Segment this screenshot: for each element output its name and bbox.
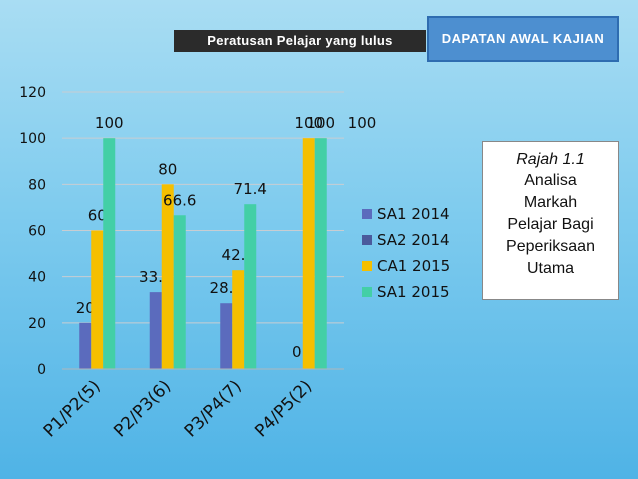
legend-label: CA1 2015 <box>377 257 450 275</box>
data-label: 0 <box>292 343 302 361</box>
bar <box>173 215 186 369</box>
bar <box>302 138 315 369</box>
x-category-label: P2/P3(6) <box>110 376 175 441</box>
data-label: 80 <box>158 160 177 178</box>
bar <box>103 138 116 369</box>
caption-title: Rajah 1.1 <box>516 151 585 168</box>
section-tag: DAPATAN AWAL KAJIAN <box>427 16 619 62</box>
data-label: 20 <box>76 299 95 317</box>
y-tick-label: 80 <box>28 177 46 193</box>
legend-swatch <box>362 287 372 297</box>
legend-swatch <box>362 235 372 245</box>
caption-line: Utama <box>526 260 575 277</box>
legend-swatch <box>362 261 372 271</box>
x-category-label: P1/P2(5) <box>40 376 105 441</box>
bar <box>314 138 327 369</box>
chart-title-banner: Peratusan Pelajar yang lulus <box>174 30 426 52</box>
x-category-label: P4/P5(2) <box>251 376 316 441</box>
data-label: 100 <box>348 114 377 132</box>
caption-line: Analisa <box>524 172 577 189</box>
bar <box>149 292 162 369</box>
caption-line: Markah <box>523 194 578 211</box>
bar <box>79 322 92 369</box>
y-tick-label: 40 <box>28 270 46 286</box>
y-tick-label: 100 <box>19 131 46 147</box>
data-label: 100 <box>95 114 124 132</box>
y-tick-label: 0 <box>37 362 46 378</box>
data-label: 71.4 <box>234 180 267 198</box>
data-label: 100 <box>294 114 323 132</box>
bar <box>161 184 174 369</box>
legend-swatch <box>362 209 372 219</box>
bar <box>232 270 245 369</box>
caption-line: Peperiksaan <box>506 238 595 255</box>
y-tick-label: 60 <box>28 224 46 240</box>
y-tick-label: 120 <box>19 85 46 101</box>
x-category-label: P3/P4(7) <box>181 376 246 441</box>
legend-label: SA1 2015 <box>377 283 450 301</box>
legend-label: SA2 2014 <box>377 231 450 249</box>
bar <box>91 230 104 369</box>
data-label: 66.6 <box>163 191 196 209</box>
bar <box>244 204 257 369</box>
bar <box>220 303 233 369</box>
data-label: 100 <box>306 114 335 132</box>
legend-label: SA1 2014 <box>377 205 450 223</box>
figure-caption: Rajah 1.1 Analisa Markah Pelajar Bagi Pe… <box>482 141 619 300</box>
data-label: 60 <box>88 207 107 225</box>
y-tick-label: 20 <box>28 316 46 332</box>
caption-line: Pelajar Bagi <box>507 216 594 233</box>
